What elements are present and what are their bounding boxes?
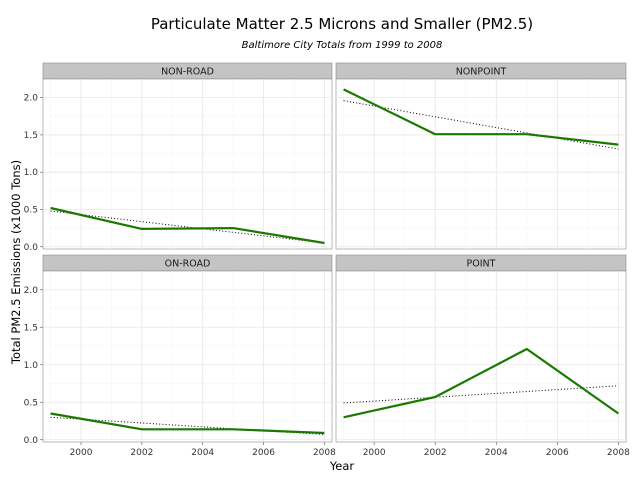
x-tick-label: 2006 [252,448,275,458]
trend-line [50,210,325,244]
panel-background [42,270,333,443]
y-tick-label: 1.5 [24,131,38,141]
y-tick-label: 0.0 [24,243,39,253]
y-tick-label: 0.5 [24,205,38,215]
facet-panel: ON-ROAD 0.0 0.5 1.0 1.5 2.0 2000 2002 2004 2006 20… [24,254,336,458]
facet-panel: POINT 2000 2002 2004 2006 2008 [335,254,630,458]
x-tick-label: 2002 [424,448,447,458]
x-tick-label: 2008 [607,448,630,458]
panel-background [42,78,333,250]
series-line [50,206,325,245]
y-tick-label: 0.0 [24,436,39,446]
y-axis-label: Total PM2.5 Emissions (x1000 Tons) [9,160,23,365]
y-tick-label: 1.0 [24,361,39,371]
facet-strip-label: POINT [467,259,496,270]
series-line [50,412,325,435]
chart-subtitle: Baltimore City Totals from 1999 to 2008 [242,40,443,51]
x-tick-label: 2002 [130,448,153,458]
y-tick-label: 2.0 [24,94,39,104]
facet-panels: NON-ROAD 0.0 0.5 1.0 1.5 2.0 NONPOINT ON-ROAD 0.… [24,62,630,458]
trend-line [50,416,325,435]
series-line [343,347,620,419]
trend-line [343,385,619,404]
facet-strip-label: ON-ROAD [165,259,211,270]
y-tick-label: 1.5 [24,323,38,333]
x-tick-label: 2000 [363,448,386,458]
chart-title: Particulate Matter 2.5 Microns and Small… [151,15,533,33]
x-tick-label: 2006 [546,448,569,458]
y-tick-label: 1.0 [24,168,39,178]
facet-strip-label: NON-ROAD [161,67,214,78]
y-tick-label: 2.0 [24,286,39,296]
x-axis-label: Year [329,459,355,473]
facet-panel: NONPOINT [335,62,627,250]
x-tick-label: 2004 [191,448,214,458]
x-tick-label: 2000 [70,448,93,458]
x-tick-label: 2004 [485,448,508,458]
series-line [343,88,619,146]
panel-background [335,270,627,443]
facet-panel: NON-ROAD 0.0 0.5 1.0 1.5 2.0 [24,62,333,253]
x-tick-label: 2008 [313,448,336,458]
panel-background [335,78,627,250]
y-tick-label: 0.5 [24,398,38,408]
facet-strip-label: NONPOINT [456,67,507,78]
